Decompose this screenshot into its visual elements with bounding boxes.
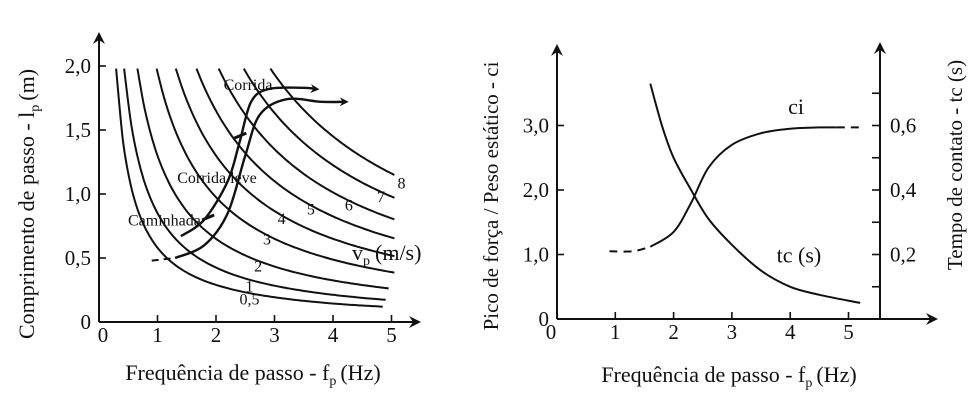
right-x-tick-label: 4 xyxy=(785,320,796,344)
left-y-tick-label: 1,5 xyxy=(65,118,91,142)
left-x-tick-label: 5 xyxy=(386,323,397,347)
gait-band-upper xyxy=(180,84,320,238)
speed-curve-label: 6 xyxy=(345,198,353,215)
left-x-tick-label: 3 xyxy=(269,323,280,347)
left-x-tick-label: 2 xyxy=(211,323,222,347)
left-x-tick-label: 4 xyxy=(328,323,339,347)
speed-legend: vp (m/s) xyxy=(352,240,421,269)
right-x-axis-title: Frequência de passo - fp (Hz) xyxy=(601,362,856,391)
left-x-axis-title: Frequência de passo - fp (Hz) xyxy=(125,360,380,389)
right-right-tick-label: 0,6 xyxy=(890,114,916,138)
speed-curve-label: 1 xyxy=(245,279,253,296)
right-left-tick-label: 0 xyxy=(539,307,550,331)
right-chart: 0 1 2 3 4 5 0 1,0 2,0 3,0 0,2 0,4 0,6 ci tc (s) Pico … xyxy=(479,42,967,391)
right-left-tick-label: 1,0 xyxy=(523,243,549,267)
right-left-tick-label: 3,0 xyxy=(523,114,549,138)
left-y-tick-label: 2,0 xyxy=(65,54,91,78)
tc-line xyxy=(649,83,861,304)
right-left-axis-title: Pico de força / Peso estático - ci xyxy=(479,61,503,330)
right-left-tick-label: 2,0 xyxy=(523,178,549,202)
speed-curve-label: 3 xyxy=(263,232,271,249)
speed-curve-5 xyxy=(195,68,395,240)
gait-region-label: Corrida xyxy=(224,77,273,94)
right-right-tick-label: 0,2 xyxy=(890,243,916,267)
right-x-tick-label: 2 xyxy=(668,320,679,344)
speed-curve-label: 7 xyxy=(377,189,385,206)
left-x-tick-label: 1 xyxy=(152,323,163,347)
left-axes xyxy=(93,32,421,328)
ci-line xyxy=(649,126,837,248)
speed-curve-6 xyxy=(217,68,395,221)
speed-curve-1 xyxy=(123,68,386,301)
tc-series-label: tc (s) xyxy=(777,243,822,268)
right-axes xyxy=(551,42,938,325)
gait-region-labels: Caminhada Corrida leve Corrida xyxy=(128,77,272,230)
right-tick-labels: 0 1 2 3 4 5 0 1,0 2,0 3,0 0,2 0,4 0,6 xyxy=(523,114,917,345)
gait-band-lower xyxy=(174,97,349,260)
speed-curve-label: 8 xyxy=(398,176,406,193)
right-x-tick-label: 3 xyxy=(727,320,738,344)
right-right-axis-title: Tempo de contato - tc (s) xyxy=(943,60,967,270)
gait-band-marker xyxy=(201,213,215,222)
speed-curve-4 xyxy=(174,68,395,258)
speed-curve-2 xyxy=(136,68,389,290)
left-y-tick-label: 0,5 xyxy=(65,246,91,270)
ci-dashed-start xyxy=(609,245,651,253)
gait-band xyxy=(151,84,349,262)
left-y-axis-title: Comprimento de passo - lp(m) xyxy=(14,69,43,339)
gait-region-label: Corrida leve xyxy=(177,170,257,187)
gait-region-label: Caminhada xyxy=(128,213,201,230)
speed-curve-3 xyxy=(155,68,395,274)
left-y-tick-label: 0 xyxy=(81,310,92,334)
speed-curve-8 xyxy=(269,68,395,176)
right-x-tick-label: 5 xyxy=(843,320,854,344)
speed-curve-0.5 xyxy=(115,68,383,308)
left-tick-labels: 0 1 2 3 4 500,51,01,52,0 xyxy=(65,54,397,347)
gait-band-marker xyxy=(233,131,247,140)
right-x-tick-label: 1 xyxy=(610,320,621,344)
right-x-tick-label: 0 xyxy=(546,320,557,344)
speed-curve-label: 5 xyxy=(307,202,315,219)
speed-curve-label: 2 xyxy=(254,259,262,276)
right-right-tick-label: 0,4 xyxy=(890,178,917,202)
speed-curve-label: 0,5 xyxy=(240,292,260,309)
speed-curve-label: 4 xyxy=(278,211,286,228)
gait-band-dashed-start xyxy=(151,257,176,262)
ci-series-label: ci xyxy=(788,94,804,119)
right-series: ci tc (s) xyxy=(609,83,861,304)
left-x-tick-label: 0 xyxy=(98,323,109,347)
left-y-tick-label: 1,0 xyxy=(65,182,91,206)
